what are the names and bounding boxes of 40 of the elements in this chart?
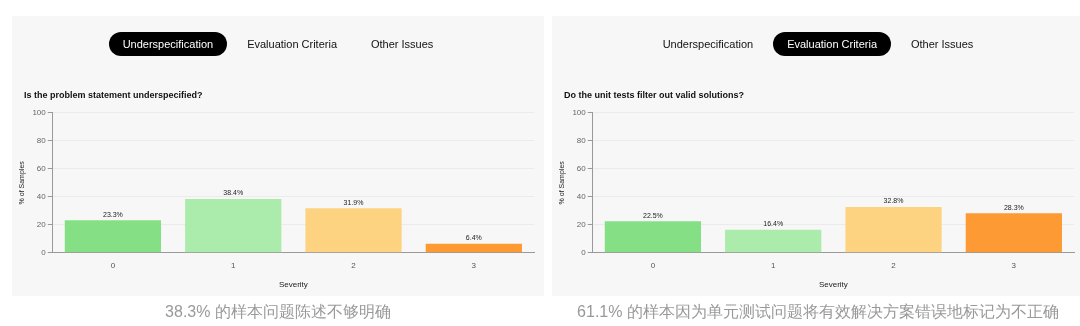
bar bbox=[185, 199, 282, 253]
x-tick-label: 0 bbox=[650, 260, 656, 270]
y-tick-label: 80 bbox=[576, 136, 587, 145]
text: Evaluation Criteria bbox=[246, 37, 338, 52]
y-tick-label: 20 bbox=[576, 220, 587, 229]
x-axis-title: Severity bbox=[818, 280, 848, 290]
bar bbox=[425, 243, 522, 253]
text: 38.3% 的样本问题陈述不够明确 bbox=[164, 302, 392, 322]
x-tick-label: 0 bbox=[110, 260, 116, 270]
y-tick-label: 60 bbox=[576, 164, 587, 173]
text: Underspecification bbox=[661, 37, 755, 52]
bar bbox=[965, 213, 1062, 253]
bar bbox=[725, 229, 822, 253]
text: Evaluation Criteria bbox=[773, 32, 891, 56]
x-tick-label: 2 bbox=[351, 260, 357, 270]
y-tick-label: 0 bbox=[581, 248, 587, 257]
y-tick-label: 40 bbox=[36, 192, 47, 201]
x-tick-label: 1 bbox=[770, 260, 776, 270]
x-tick-label: 1 bbox=[230, 260, 236, 270]
text: Underspecification bbox=[108, 32, 228, 56]
text: Other Issues bbox=[370, 37, 435, 52]
chart-title: Is the problem statement underspecified? bbox=[24, 90, 203, 100]
x-tick-label: 3 bbox=[471, 260, 477, 270]
x-tick-label: 3 bbox=[1011, 260, 1017, 270]
y-tick-label: 100 bbox=[572, 108, 587, 117]
y-tick-label: 0 bbox=[41, 248, 47, 257]
x-axis-title: Severity bbox=[278, 280, 308, 290]
text: 61.1% 的样本因为单元测试问题将有效解决方案错误地标记为不正确 bbox=[576, 302, 1060, 322]
bar bbox=[305, 208, 402, 253]
y-tick-label: 80 bbox=[36, 136, 47, 145]
bar bbox=[64, 220, 162, 253]
text: Other Issues bbox=[910, 37, 975, 52]
chart-title: Do the unit tests filter out valid solutions? bbox=[564, 90, 745, 100]
y-tick-label: 100 bbox=[32, 108, 47, 117]
x-tick-label: 2 bbox=[891, 260, 897, 270]
y-tick-label: 20 bbox=[36, 220, 47, 229]
bar bbox=[845, 206, 942, 253]
y-tick-label: 60 bbox=[36, 164, 47, 173]
bar bbox=[604, 221, 702, 253]
y-tick-label: 40 bbox=[576, 192, 587, 201]
